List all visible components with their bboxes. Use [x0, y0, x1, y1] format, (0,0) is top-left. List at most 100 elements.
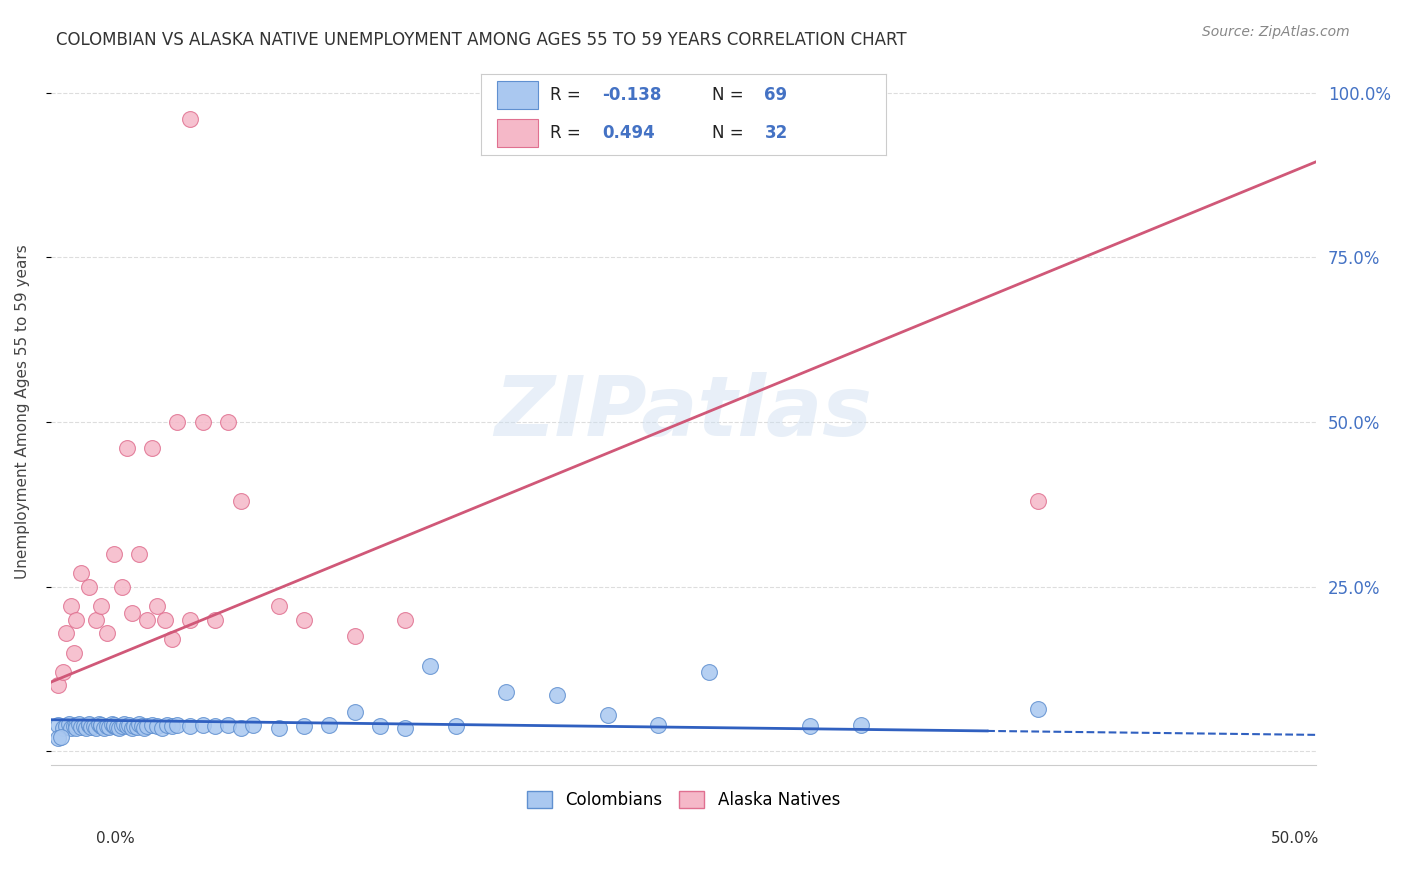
Point — [697, 665, 720, 680]
Point — [204, 719, 226, 733]
Point — [65, 721, 87, 735]
Point — [799, 719, 821, 733]
Point — [49, 730, 72, 744]
Point — [103, 719, 125, 733]
Point — [86, 721, 108, 735]
Point — [48, 678, 70, 692]
Point — [343, 629, 366, 643]
Point — [179, 719, 201, 733]
Point — [166, 415, 188, 429]
Point — [849, 718, 872, 732]
Point — [141, 718, 163, 732]
Point — [229, 494, 252, 508]
Point — [93, 721, 115, 735]
Point — [103, 718, 125, 732]
Point — [217, 415, 239, 429]
Point — [112, 717, 135, 731]
Point — [83, 719, 105, 733]
Point — [75, 721, 97, 735]
Point — [1026, 701, 1049, 715]
Point — [105, 720, 128, 734]
Point — [150, 721, 173, 735]
Point — [131, 719, 153, 733]
Point — [55, 719, 77, 733]
Point — [146, 599, 169, 614]
Point — [96, 625, 118, 640]
Point — [52, 665, 75, 680]
Point — [204, 613, 226, 627]
Point — [596, 708, 619, 723]
Point — [65, 718, 87, 732]
Point — [1026, 494, 1049, 508]
Text: 50.0%: 50.0% — [1271, 831, 1319, 846]
Point — [153, 613, 176, 627]
Point — [115, 719, 138, 733]
Point — [60, 721, 83, 735]
Point — [267, 721, 290, 735]
Y-axis label: Unemployment Among Ages 55 to 59 years: Unemployment Among Ages 55 to 59 years — [15, 244, 30, 580]
Point — [495, 685, 517, 699]
Point — [77, 580, 100, 594]
Point — [118, 718, 141, 732]
Point — [292, 613, 315, 627]
Point — [156, 718, 179, 732]
Point — [368, 719, 391, 733]
Point — [136, 719, 159, 733]
Point — [125, 720, 148, 734]
Point — [52, 721, 75, 735]
Point — [191, 718, 214, 732]
Point — [90, 599, 112, 614]
Point — [134, 721, 156, 735]
Point — [141, 442, 163, 456]
Point — [55, 625, 77, 640]
Text: ZIPatlas: ZIPatlas — [495, 372, 873, 452]
Point — [87, 717, 110, 731]
Point — [162, 632, 184, 647]
Point — [111, 580, 134, 594]
Point — [394, 613, 416, 627]
Text: 0.0%: 0.0% — [96, 831, 135, 846]
Text: COLOMBIAN VS ALASKA NATIVE UNEMPLOYMENT AMONG AGES 55 TO 59 YEARS CORRELATION CH: COLOMBIAN VS ALASKA NATIVE UNEMPLOYMENT … — [56, 31, 907, 49]
Point — [343, 705, 366, 719]
Point — [124, 719, 146, 733]
Point — [229, 721, 252, 735]
Text: Source: ZipAtlas.com: Source: ZipAtlas.com — [1202, 25, 1350, 39]
Point — [128, 717, 150, 731]
Point — [394, 721, 416, 735]
Point — [546, 689, 568, 703]
Point — [444, 719, 467, 733]
Point — [67, 717, 90, 731]
Point — [419, 658, 441, 673]
Point — [136, 613, 159, 627]
Point — [98, 720, 121, 734]
Point — [217, 718, 239, 732]
Point — [62, 719, 84, 733]
Point — [77, 716, 100, 731]
Point — [121, 721, 143, 735]
Point — [48, 731, 70, 746]
Point — [115, 442, 138, 456]
Point — [86, 613, 108, 627]
Point — [146, 719, 169, 733]
Point — [191, 415, 214, 429]
Point — [70, 720, 93, 734]
Point — [90, 719, 112, 733]
Point — [65, 613, 87, 627]
Point — [100, 717, 122, 731]
Point — [73, 719, 96, 733]
Point — [179, 112, 201, 126]
Point — [162, 719, 184, 733]
Legend: Colombians, Alaska Natives: Colombians, Alaska Natives — [520, 785, 846, 816]
Point — [179, 613, 201, 627]
Point — [128, 547, 150, 561]
Point — [48, 718, 70, 732]
Point — [108, 721, 131, 735]
Point — [121, 606, 143, 620]
Point — [70, 566, 93, 581]
Point — [96, 719, 118, 733]
Point — [62, 646, 84, 660]
Point — [58, 716, 80, 731]
Point — [292, 719, 315, 733]
Point — [318, 718, 340, 732]
Point — [60, 599, 83, 614]
